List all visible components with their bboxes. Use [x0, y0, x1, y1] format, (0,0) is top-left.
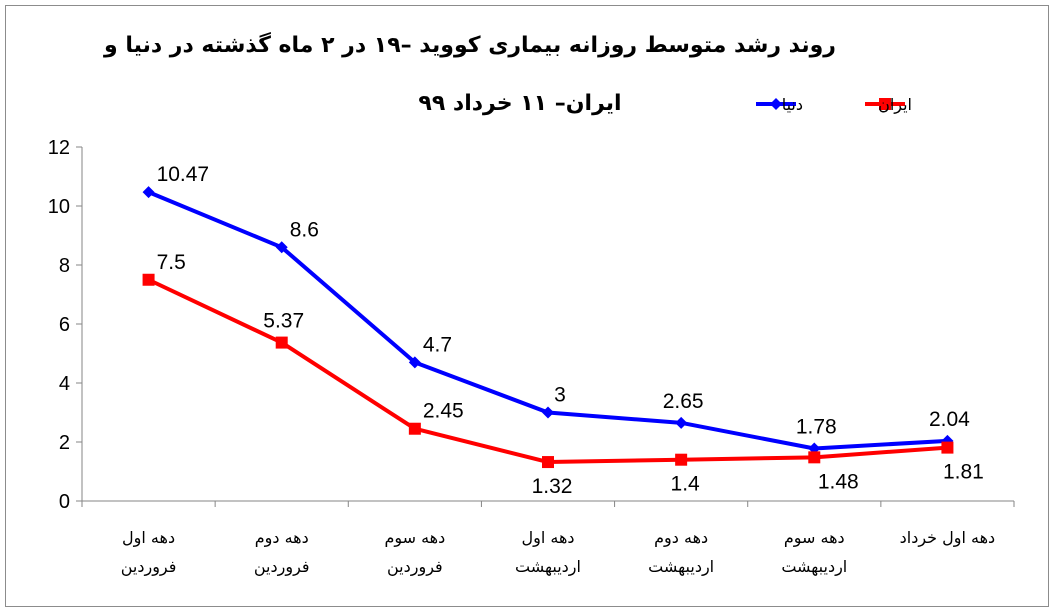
series-marker-square: [675, 453, 688, 466]
x-category-label: دهه اول: [122, 528, 175, 548]
x-category-label: دهه اول: [521, 528, 574, 548]
series-marker-square: [142, 273, 155, 286]
series-marker-square: [941, 441, 954, 454]
x-category-label: دهه سوم: [784, 528, 845, 548]
x-category-label: اردیبهشت: [648, 557, 714, 577]
data-label: 1.81: [943, 461, 984, 484]
x-category-label: فروردین: [387, 557, 443, 577]
legend-label-world: دنیا: [782, 95, 803, 114]
data-label: 3: [554, 384, 566, 407]
data-label: 1.4: [671, 473, 701, 496]
data-label: 8.6: [290, 218, 319, 241]
data-label: 7.5: [157, 251, 186, 274]
data-label: 1.32: [532, 475, 573, 498]
x-category-label: اردیبهشت: [781, 557, 847, 577]
x-category-label: دهه سوم: [384, 528, 445, 548]
data-label: 1.78: [796, 415, 837, 438]
y-tick-label: 10: [48, 196, 70, 218]
x-category-label: دهه دوم: [255, 528, 309, 548]
series-marker-square: [542, 456, 554, 469]
legend-label-iran: ایران: [878, 95, 912, 115]
data-label: 4.7: [423, 333, 452, 356]
chart-title-line-1: روند رشد متوسط روزانه بیماری کووید –۱۹ د…: [103, 31, 836, 58]
data-label: 2.04: [929, 408, 970, 431]
x-category-label: دهه دوم: [654, 528, 708, 548]
y-tick-label: 0: [59, 491, 70, 513]
x-category-label: اردیبهشت: [515, 557, 581, 577]
series-marker-square: [808, 451, 821, 464]
data-label: 10.47: [157, 163, 210, 186]
series-marker-square: [275, 336, 288, 349]
data-label: 1.48: [818, 470, 859, 493]
series-marker-diamond: [142, 186, 155, 199]
series-marker-square: [408, 422, 421, 435]
legend-marker-square: [879, 98, 891, 110]
series-marker-diamond: [675, 416, 688, 429]
data-label: 2.65: [663, 390, 704, 413]
x-category-label: دهه اول خرداد: [900, 528, 996, 548]
x-category-label: فروردین: [121, 557, 177, 577]
data-label: 2.45: [423, 400, 464, 423]
y-tick-label: 6: [59, 314, 70, 336]
y-tick-label: 2: [59, 432, 70, 454]
y-tick-label: 8: [59, 255, 70, 277]
chart-title-line-2: ایران– ۱۱ خرداد ۹۹: [418, 91, 621, 116]
data-label: 5.37: [263, 310, 304, 333]
series-marker-diamond: [408, 356, 421, 369]
series-marker-diamond: [542, 406, 554, 419]
legend-marker-diamond: [770, 98, 782, 110]
y-tick-label: 12: [48, 137, 70, 159]
series-marker-diamond: [275, 241, 288, 254]
x-category-label: فروردین: [254, 557, 310, 577]
y-tick-label: 4: [59, 373, 70, 395]
